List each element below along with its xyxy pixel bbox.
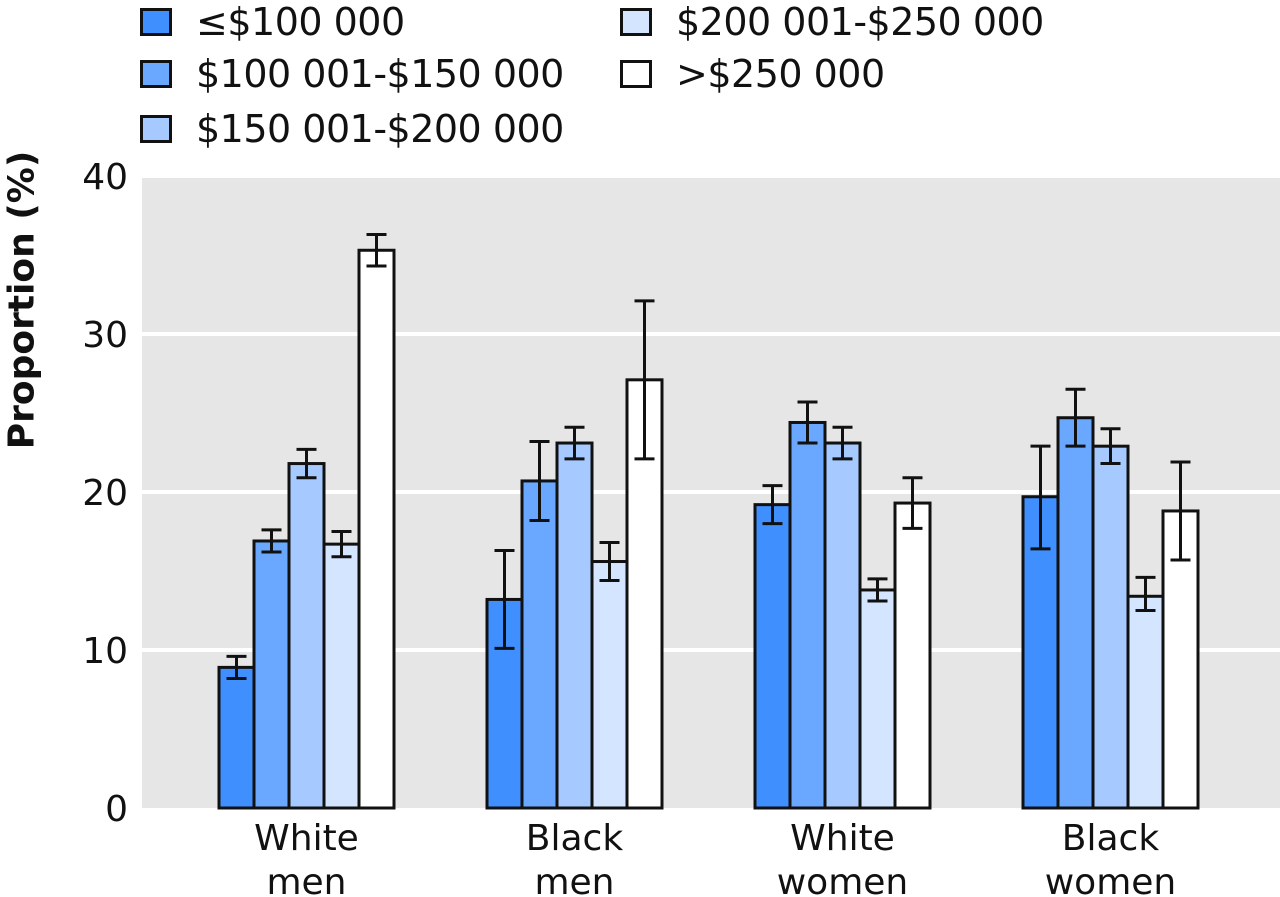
bar-3-1 [753,503,792,810]
legend-swatch-2 [140,60,172,88]
legend-label-4: $200 001-$250 000 [676,0,1044,44]
y-tick-label-20: 20 [82,473,128,514]
legend-label-3: $150 001-$200 000 [196,107,564,151]
y-tick-label-40: 40 [82,157,128,198]
legend-label-5: >$250 000 [676,52,885,96]
legend-item-2: $100 001-$150 000 [140,52,564,96]
bar-3-4 [858,588,897,810]
y-tick-label-30: 30 [82,315,128,356]
bar-3-3 [823,441,862,810]
x-category-label-1-1: White [254,818,359,859]
bar-4-2 [1056,416,1095,810]
legend-label-2: $100 001-$150 000 [196,52,564,96]
x-category-label-3-2: women [777,862,909,897]
y-tick-label-10: 10 [82,631,128,672]
bar-2-4 [590,560,629,810]
bar-4-3 [1091,444,1130,810]
legend-item-4: $200 001-$250 000 [620,0,1044,44]
bar-1-4 [322,542,361,810]
legend-swatch-5 [620,60,652,88]
x-category-label-2-1: Black [526,818,624,859]
bar-1-3 [287,462,326,810]
legend-swatch-1 [140,8,172,36]
legend-swatch-4 [620,8,652,36]
bar-1-5 [357,248,396,810]
bar-3-2 [788,420,827,810]
bar-1-1 [217,665,256,810]
x-category-label-2-2: men [534,862,614,897]
legend-item-3: $150 001-$200 000 [140,107,564,151]
x-category-label-1-2: men [266,862,346,897]
bar-3-5 [893,501,932,810]
y-tick-label-0: 0 [105,789,128,830]
bar-4-4 [1126,594,1165,810]
x-category-label-4-2: women [1045,862,1177,897]
legend-swatch-3 [140,115,172,143]
x-category-label-3-1: White [790,818,895,859]
bar-1-2 [252,539,291,810]
legend-label-1: ≤$100 000 [196,0,405,44]
x-category-label-4-1: Black [1062,818,1160,859]
legend-item-1: ≤$100 000 [140,0,405,44]
bar-2-3 [555,441,594,810]
bar-2-2 [520,479,559,810]
legend: ≤$100 000 $100 001-$150 000 $150 001-$20… [0,0,1280,160]
legend-item-5: >$250 000 [620,52,885,96]
